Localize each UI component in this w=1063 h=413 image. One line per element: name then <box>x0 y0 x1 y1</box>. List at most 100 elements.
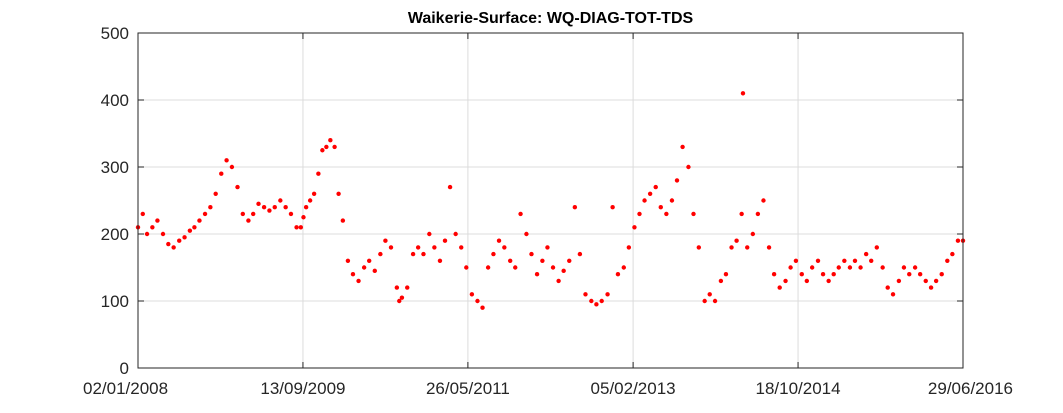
y-tick-label: 500 <box>101 24 129 43</box>
data-point <box>750 231 756 237</box>
data-point <box>459 245 464 250</box>
data-point <box>912 265 918 270</box>
data-point <box>842 258 847 263</box>
y-tick-label: 200 <box>101 225 129 244</box>
y-tick-label: 0 <box>120 359 129 378</box>
data-points <box>135 91 966 310</box>
data-point <box>804 278 810 284</box>
data-point <box>632 225 637 230</box>
data-point <box>192 225 197 230</box>
x-tick-label: 05/02/2013 <box>591 379 676 398</box>
data-point <box>745 245 750 250</box>
data-point <box>788 265 793 270</box>
data-point <box>933 278 939 284</box>
data-point <box>480 305 485 310</box>
data-point <box>496 238 502 243</box>
data-point <box>324 144 329 150</box>
x-tick-label: 26/05/2011 <box>426 379 510 398</box>
data-point <box>793 258 799 263</box>
data-point <box>599 298 604 304</box>
data-point <box>332 144 337 150</box>
data-point <box>229 164 235 170</box>
x-tick-label: 29/06/2016 <box>928 379 1013 398</box>
data-point <box>653 184 658 190</box>
data-point <box>366 258 372 263</box>
data-point <box>885 285 890 290</box>
data-point <box>917 272 923 277</box>
data-point <box>453 231 458 237</box>
data-point <box>316 171 321 176</box>
data-point <box>410 251 416 257</box>
data-point <box>187 228 193 233</box>
data-point <box>594 302 599 307</box>
data-point <box>852 258 858 263</box>
data-point <box>766 245 772 250</box>
data-point <box>383 238 388 243</box>
data-point <box>729 245 734 250</box>
data-point <box>669 198 675 203</box>
data-point <box>432 245 437 250</box>
data-point <box>777 285 782 290</box>
data-point <box>890 292 896 297</box>
data-point <box>815 258 821 263</box>
data-point <box>901 265 907 270</box>
plot-area-frame <box>137 32 964 369</box>
data-point <box>950 251 955 257</box>
data-point <box>469 292 475 297</box>
data-point <box>880 265 885 270</box>
data-point <box>235 184 240 190</box>
data-point <box>464 265 469 270</box>
data-point <box>288 211 294 217</box>
data-point <box>345 258 351 263</box>
data-point <box>502 245 507 250</box>
data-point <box>250 211 256 217</box>
data-point <box>311 191 317 196</box>
data-point <box>658 205 663 210</box>
data-point <box>421 251 426 257</box>
data-point <box>626 245 632 250</box>
data-point <box>303 205 309 210</box>
data-point <box>723 272 729 277</box>
data-point <box>572 205 578 210</box>
data-point <box>923 278 928 284</box>
data-point <box>615 272 621 277</box>
data-point <box>820 272 826 277</box>
data-point <box>320 148 325 153</box>
data-point <box>869 258 874 263</box>
data-point <box>955 238 961 243</box>
data-point <box>939 272 944 277</box>
data-point <box>621 265 626 270</box>
data-point <box>550 265 556 270</box>
data-point <box>272 205 277 210</box>
x-tick-label: 02/01/2008 <box>83 379 168 398</box>
data-point <box>674 178 680 183</box>
data-point <box>513 265 518 270</box>
data-point <box>836 265 841 270</box>
data-point <box>605 292 610 297</box>
data-point <box>696 245 702 250</box>
data-point <box>283 205 288 210</box>
data-point <box>707 292 712 297</box>
data-point <box>399 295 405 300</box>
data-point <box>202 211 208 217</box>
data-point <box>336 191 341 196</box>
data-point <box>350 272 356 277</box>
data-point <box>405 285 410 290</box>
data-point <box>799 272 804 277</box>
data-point <box>144 231 150 237</box>
data-point <box>507 258 513 263</box>
data-point <box>160 231 166 237</box>
data-point <box>307 198 313 203</box>
data-point <box>561 268 566 274</box>
data-point <box>945 258 950 263</box>
data-point <box>907 272 912 277</box>
data-point <box>702 298 707 304</box>
data-point <box>874 245 880 250</box>
data-point <box>610 205 615 210</box>
data-point <box>847 265 853 270</box>
data-point <box>437 258 443 263</box>
grid <box>137 32 964 369</box>
data-point <box>686 164 691 170</box>
data-point <box>301 215 306 220</box>
